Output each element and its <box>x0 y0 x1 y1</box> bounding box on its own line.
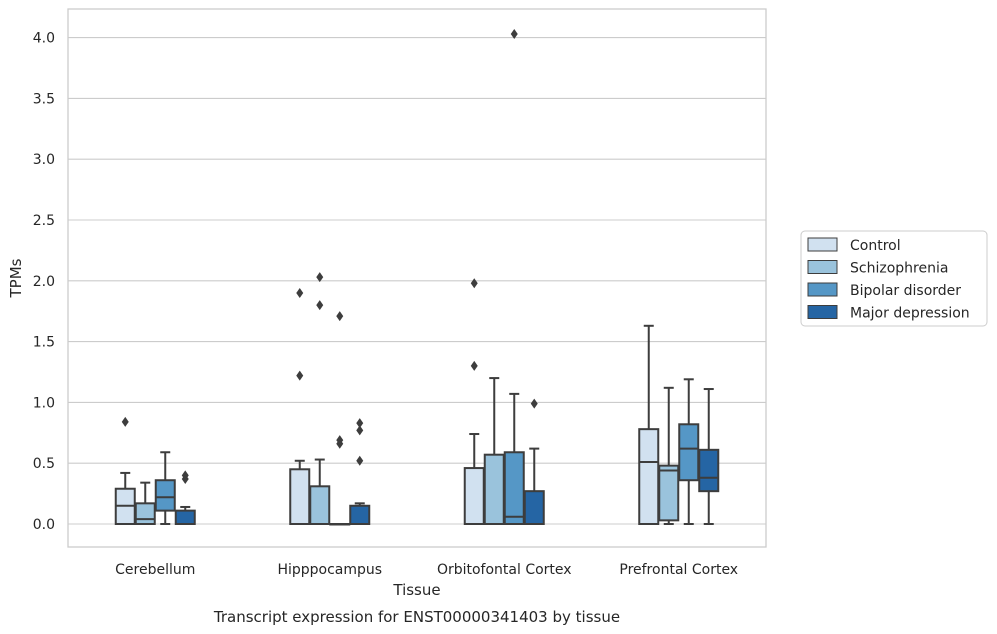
legend-swatch <box>807 237 838 252</box>
iqr-box <box>698 448 720 493</box>
box-major-depression <box>174 470 196 525</box>
outlier-point <box>356 425 364 436</box>
iqr-box <box>483 453 505 525</box>
box-control <box>463 278 485 525</box>
iqr-box <box>503 451 525 526</box>
x-axis-title: Tissue <box>392 581 440 599</box>
outlier-point <box>296 287 304 298</box>
iqr-box <box>463 467 485 525</box>
box-major-depression <box>523 398 545 525</box>
x-tick-label: Cerebellum <box>115 562 195 578</box>
y-tick-label: 1.0 <box>33 395 55 411</box>
outlier-point <box>356 418 364 429</box>
legend-label: Bipolar disorder <box>850 283 961 299</box>
box-bipolar-disorder <box>503 28 525 526</box>
x-tick-label: Prefrontal Cortex <box>619 562 738 578</box>
iqr-box <box>523 490 545 525</box>
outlier-point <box>510 28 518 39</box>
outlier-point <box>316 272 324 283</box>
outlier-point <box>336 435 344 446</box>
box-bipolar-disorder <box>329 311 351 526</box>
y-axis-title: TPMs <box>7 258 25 298</box>
y-tick-label: 0.0 <box>33 517 55 533</box>
x-axis-ticks: Cerebellum Hipppocampus Orbitofontal Corte… <box>115 562 738 578</box>
legend-swatch <box>807 305 838 319</box>
legend-swatch <box>807 282 838 297</box>
iqr-box <box>289 468 311 525</box>
y-tick-label: 2.5 <box>33 213 55 229</box>
x-tick-label: Hipppocampus <box>277 562 382 578</box>
y-axis-ticks: 0.0 0.5 1.0 1.5 2.0 2.5 3.0 3.5 4.0 <box>33 31 55 533</box>
iqr-box <box>309 485 331 525</box>
iqr-box <box>678 423 700 482</box>
y-tick-label: 0.5 <box>33 456 55 472</box>
outlier-point <box>316 300 324 311</box>
legend-label: Major depression <box>850 306 970 322</box>
box-bipolar-disorder <box>154 451 176 525</box>
outlier-point <box>181 470 189 481</box>
box-schizophrenia <box>134 481 156 526</box>
box-control <box>114 416 136 525</box>
box-major-depression <box>698 388 720 525</box>
legend: Control Schizophrenia Bipolar disorder Majo… <box>800 230 988 327</box>
outlier-point <box>470 360 478 371</box>
y-tick-label: 3.0 <box>33 152 55 168</box>
outlier-point <box>296 370 304 381</box>
outlier-point <box>356 455 364 466</box>
iqr-box <box>349 504 371 526</box>
iqr-box <box>658 464 680 522</box>
legend-label: Control <box>850 238 901 254</box>
y-tick-label: 1.5 <box>33 335 55 351</box>
legend-frame <box>800 230 988 327</box>
plot-frame <box>67 8 767 548</box>
box-schizophrenia <box>658 386 680 525</box>
outlier-point <box>336 311 344 322</box>
y-tick-label: 2.0 <box>33 274 55 290</box>
y-tick-label: 4.0 <box>33 31 55 47</box>
box-schizophrenia <box>309 272 331 525</box>
iqr-box <box>134 502 156 526</box>
box-bipolar-disorder <box>678 378 700 525</box>
box-control <box>289 287 311 525</box>
box-groups <box>114 28 720 526</box>
iqr-box <box>638 428 660 526</box>
x-tick-label: Orbitofontal Cortex <box>437 562 572 578</box>
legend-swatch <box>807 260 838 274</box>
box-major-depression <box>349 418 371 526</box>
iqr-box <box>174 509 196 525</box>
legend-label: Schizophrenia <box>850 261 948 277</box>
box-schizophrenia <box>483 377 505 525</box>
outlier-point <box>121 416 129 427</box>
outlier-point <box>530 398 538 409</box>
y-tick-label: 3.5 <box>33 91 55 107</box>
chart-title: Transcript expression for ENST0000034140… <box>213 608 620 626</box>
iqr-box <box>154 479 176 512</box>
outlier-point <box>470 278 478 289</box>
